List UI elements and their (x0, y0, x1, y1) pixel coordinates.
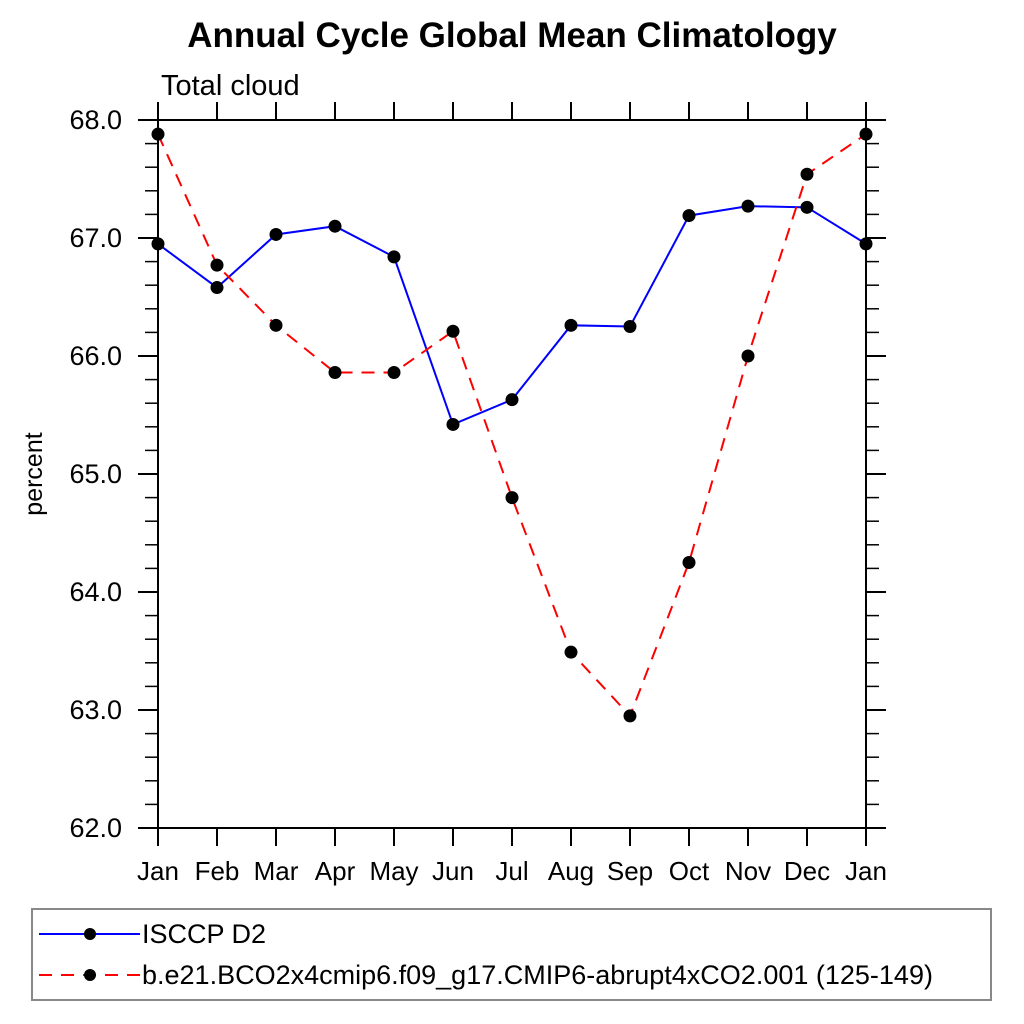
data-point-marker (623, 320, 637, 333)
data-point-marker (387, 366, 401, 380)
legend-label: b.e21.BCO2x4cmip6.f09_g17.CMIP6-abrupt4x… (142, 959, 933, 990)
y-axis-tick-label: 64.0 (69, 577, 122, 607)
data-point-marker (859, 127, 873, 141)
y-axis-tick-label: 63.0 (69, 695, 122, 725)
series-line-1 (157, 133, 867, 718)
data-point-marker (328, 366, 342, 380)
chart-subtitle: Total cloud (161, 70, 300, 102)
data-point-marker (210, 258, 224, 272)
x-axis-tick-label: Apr (315, 856, 356, 886)
data-point-marker (446, 324, 460, 338)
x-axis-tick-label: Jul (495, 856, 528, 886)
data-point-marker (269, 318, 283, 332)
data-point-marker (623, 709, 637, 723)
data-point-marker (682, 209, 696, 223)
data-point-marker (269, 227, 283, 241)
data-point-marker (210, 281, 224, 295)
y-axis-tick-label: 62.0 (69, 813, 122, 843)
legend-sample-solid-blue (39, 928, 140, 940)
data-point-marker (505, 491, 519, 505)
x-axis-tick-label: Dec (784, 856, 830, 886)
data-point-marker (800, 167, 814, 181)
x-axis-tick-label: Aug (548, 856, 594, 886)
legend-sample-dashed-red (39, 969, 140, 981)
chart-title: Annual Cycle Global Mean Climatology (187, 16, 837, 55)
x-axis-tick-label: Sep (607, 856, 653, 886)
data-point-marker (564, 318, 578, 332)
x-axis-tick-label: Jan (137, 856, 179, 886)
data-point-marker (859, 237, 873, 251)
y-axis-tick-label: 68.0 (69, 105, 122, 135)
data-point-marker (151, 127, 165, 141)
y-axis-tick-label: 67.0 (69, 223, 122, 253)
legend: ISCCP D2 b.e21.BCO2x4cmip6.f09_g17.CMIP6… (31, 908, 992, 1001)
black-dot-marker-icon (83, 969, 96, 981)
x-axis-tick-label: Oct (669, 856, 710, 886)
series-line-0 (157, 205, 867, 426)
data-point-marker (741, 199, 755, 213)
data-point-marker (387, 250, 401, 264)
data-point-marker (151, 237, 165, 251)
black-dot-marker-icon (83, 928, 96, 940)
data-point-marker (328, 219, 342, 233)
legend-item-isccp: ISCCP D2 (33, 918, 990, 950)
data-point-marker (682, 556, 696, 569)
plot-border (157, 119, 867, 829)
x-axis-tick-label: Mar (254, 856, 299, 886)
y-axis-title: percent (20, 432, 48, 515)
data-point-marker (800, 200, 814, 214)
legend-item-model: b.e21.BCO2x4cmip6.f09_g17.CMIP6-abrupt4x… (33, 959, 990, 991)
data-point-marker (505, 393, 519, 407)
legend-label: ISCCP D2 (142, 918, 267, 949)
x-axis-tick-label: Jan (845, 856, 887, 886)
x-axis-tick-label: May (369, 856, 418, 886)
x-axis-tick-label: Jun (432, 856, 474, 886)
data-point-marker (741, 349, 755, 363)
x-axis-tick-label: Nov (725, 856, 771, 886)
y-axis-tick-label: 65.0 (69, 459, 122, 489)
x-axis-tick-label: Feb (195, 856, 240, 886)
data-point-marker (446, 417, 460, 431)
data-point-marker (564, 645, 578, 659)
y-axis-tick-label: 66.0 (69, 341, 122, 371)
